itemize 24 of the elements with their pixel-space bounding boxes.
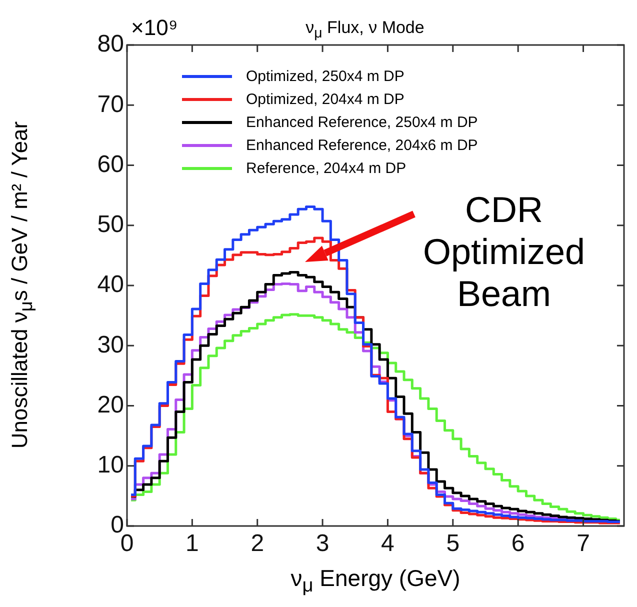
y-tick-label: 80 — [97, 30, 124, 58]
legend-label: Optimized, 250x4 m DP — [246, 68, 404, 85]
y-tick-label: 30 — [97, 331, 124, 358]
y-tick-label: 20 — [97, 391, 124, 418]
x-tick-label: 1 — [186, 530, 199, 558]
legend-label: Optimized, 204x4 m DP — [246, 91, 404, 108]
x-tick-label: 3 — [316, 530, 330, 558]
legend-label: Reference, 204x4 m DP — [246, 160, 406, 177]
text: ×10⁹ — [131, 15, 178, 41]
annotation: CDR Optimized Beam — [422, 189, 586, 315]
y-tick-label: 10 — [97, 452, 124, 478]
legend-label: Enhanced Reference, 204x6 m DP — [246, 137, 478, 154]
y-tick-label: 40 — [97, 271, 124, 298]
y-tick-label: 60 — [97, 150, 124, 178]
x-tick-label: 4 — [381, 530, 394, 558]
legend-label: Enhanced Reference, 250x4 m DP — [246, 114, 478, 131]
y-tick-label: 70 — [97, 90, 124, 118]
x-tick-label: 7 — [576, 530, 590, 558]
y-tick-label: 50 — [97, 211, 124, 238]
x-tick-label: 5 — [446, 530, 460, 558]
chart-title: ν$_{μ}$ Flux, ν Mode — [304, 18, 426, 42]
x-axis-title: ν$_{μ}$ Energy (GeV) — [290, 565, 462, 598]
x-tick-label: 6 — [511, 530, 525, 558]
x-tick-label: 2 — [250, 530, 264, 558]
